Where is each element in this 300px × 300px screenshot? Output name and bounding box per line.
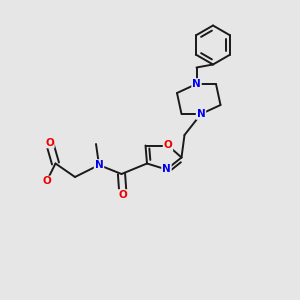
Text: O: O xyxy=(45,137,54,148)
Text: N: N xyxy=(196,109,206,119)
Text: O: O xyxy=(164,140,172,151)
Text: O: O xyxy=(118,190,127,200)
Text: N: N xyxy=(94,160,103,170)
Text: N: N xyxy=(192,79,201,89)
Text: N: N xyxy=(162,164,171,175)
Text: O: O xyxy=(42,176,51,187)
